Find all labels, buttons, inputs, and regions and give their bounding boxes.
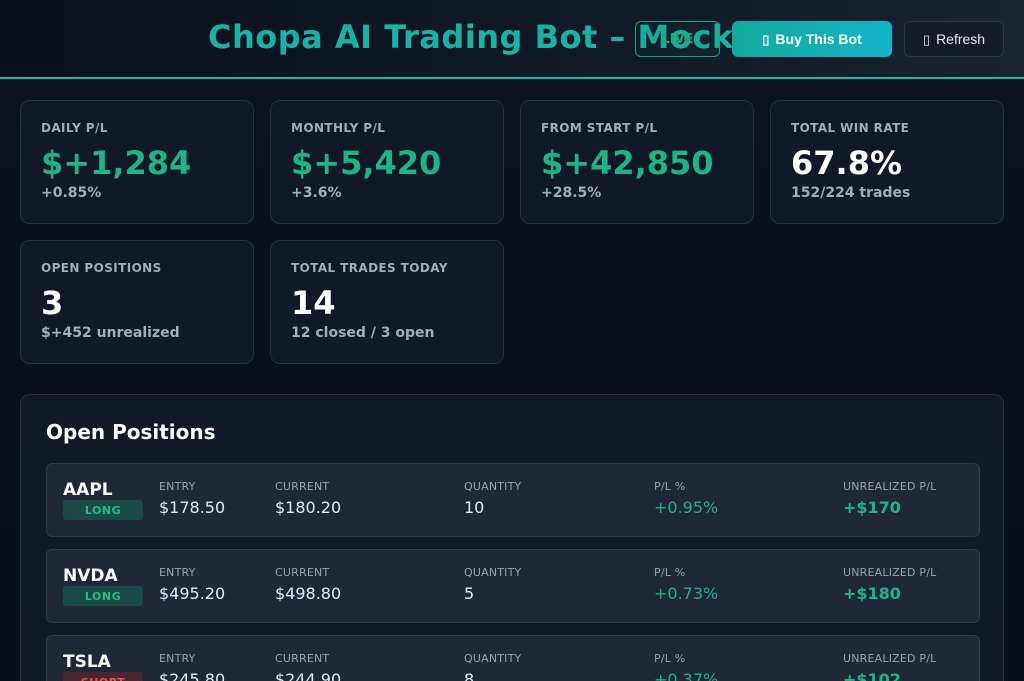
current-column: CURRENT $498.80 [275, 566, 341, 603]
current-label: CURRENT [275, 566, 330, 579]
position-row-aapl[interactable]: AAPL LONG ENTRY $178.50 CURRENT $180.20 … [46, 463, 980, 537]
stat-value: $+5,420 [291, 144, 442, 182]
stat-label: MONTHLY P/L [291, 121, 386, 135]
quantity-label: QUANTITY [464, 480, 522, 493]
position-side-badge: LONG [63, 500, 143, 520]
stat-subtext: +0.85% [41, 185, 102, 201]
current-column: CURRENT $244.90 [275, 652, 341, 681]
stat-card-trades-today: TOTAL TRADES TODAY 14 12 closed / 3 open [270, 240, 504, 364]
stat-label: FROM START P/L [541, 121, 658, 135]
stat-subtext: $+452 unrealized [41, 325, 180, 341]
stat-value: 67.8% [791, 144, 903, 182]
top-header: Chopa AI Trading Bot – Mock LIVE ▯ Buy T… [0, 0, 1024, 79]
unrealized-label: UNREALIZED P/L [843, 480, 937, 493]
open-positions-panel: Open Positions AAPL LONG ENTRY $178.50 C… [20, 394, 1004, 681]
buy-bot-button[interactable]: ▯ Buy This Bot [732, 21, 892, 57]
stat-value: 14 [291, 284, 336, 322]
current-value: $498.80 [275, 584, 342, 603]
stat-subtext: +28.5% [541, 185, 602, 201]
entry-column: ENTRY $178.50 [159, 480, 225, 517]
position-side-badge: SHORT [63, 672, 143, 681]
position-symbol: NVDA [63, 566, 118, 586]
quantity-value: 10 [464, 498, 485, 517]
stat-value: $+42,850 [541, 144, 714, 182]
position-symbol: AAPL [63, 480, 113, 500]
stat-subtext: 152/224 trades [791, 185, 911, 201]
current-value: $180.20 [275, 498, 342, 517]
quantity-value: 8 [464, 670, 475, 681]
pl-pct-label: P/L % [654, 480, 686, 493]
quantity-value: 5 [464, 584, 475, 603]
unrealized-column: UNREALIZED P/L +$180 [843, 566, 937, 603]
stat-label: TOTAL WIN RATE [791, 121, 910, 135]
pl-pct-label: P/L % [654, 566, 686, 579]
unrealized-label: UNREALIZED P/L [843, 652, 937, 665]
position-row-nvda[interactable]: NVDA LONG ENTRY $495.20 CURRENT $498.80 … [46, 549, 980, 623]
entry-value: $495.20 [159, 584, 226, 603]
panel-title: Open Positions [46, 420, 216, 444]
cart-icon: ▯ [762, 31, 770, 47]
current-label: CURRENT [275, 652, 330, 665]
entry-label: ENTRY [159, 652, 196, 665]
quantity-label: QUANTITY [464, 652, 522, 665]
refresh-icon: ▯ [922, 31, 931, 47]
refresh-label: Refresh [936, 31, 986, 47]
current-label: CURRENT [275, 480, 330, 493]
unrealized-value: +$180 [843, 584, 901, 603]
entry-label: ENTRY [159, 480, 196, 493]
stat-subtext: 12 closed / 3 open [291, 325, 435, 341]
unrealized-value: +$170 [843, 498, 901, 517]
entry-column: ENTRY $245.80 [159, 652, 225, 681]
quantity-column: QUANTITY 10 [464, 480, 521, 517]
current-column: CURRENT $180.20 [275, 480, 341, 517]
pl-pct-column: P/L % +0.95% [654, 480, 718, 517]
live-status-badge: LIVE [635, 21, 720, 57]
stat-card-win-rate: TOTAL WIN RATE 67.8% 152/224 trades [770, 100, 1004, 224]
stat-card-monthly-pl: MONTHLY P/L $+5,420 +3.6% [270, 100, 504, 224]
unrealized-value: +$102 [843, 670, 901, 681]
unrealized-column: UNREALIZED P/L +$102 [843, 652, 937, 681]
stat-label: TOTAL TRADES TODAY [291, 261, 448, 275]
unrealized-column: UNREALIZED P/L +$170 [843, 480, 937, 517]
stat-value: $+1,284 [41, 144, 192, 182]
stat-label: DAILY P/L [41, 121, 108, 135]
entry-label: ENTRY [159, 566, 196, 579]
quantity-column: QUANTITY 8 [464, 652, 521, 681]
entry-value: $245.80 [159, 670, 226, 681]
quantity-label: QUANTITY [464, 566, 522, 579]
current-value: $244.90 [275, 670, 342, 681]
stat-card-open-positions: OPEN POSITIONS 3 $+452 unrealized [20, 240, 254, 364]
entry-column: ENTRY $495.20 [159, 566, 225, 603]
pl-pct-value: +0.95% [654, 498, 719, 517]
position-row-tsla[interactable]: TSLA SHORT ENTRY $245.80 CURRENT $244.90… [46, 635, 980, 681]
buy-bot-label: Buy This Bot [775, 31, 862, 47]
stat-subtext: +3.6% [291, 185, 342, 201]
position-side-badge: LONG [63, 586, 143, 606]
quantity-column: QUANTITY 5 [464, 566, 521, 603]
pl-pct-label: P/L % [654, 652, 686, 665]
pl-pct-column: P/L % +0.37% [654, 652, 718, 681]
position-symbol: TSLA [63, 652, 111, 672]
unrealized-label: UNREALIZED P/L [843, 566, 937, 579]
refresh-button[interactable]: ▯ Refresh [904, 21, 1004, 57]
stat-value: 3 [41, 284, 64, 322]
stat-card-daily-pl: DAILY P/L $+1,284 +0.85% [20, 100, 254, 224]
stat-card-from-start-pl: FROM START P/L $+42,850 +28.5% [520, 100, 754, 224]
stat-label: OPEN POSITIONS [41, 261, 162, 275]
pl-pct-column: P/L % +0.73% [654, 566, 718, 603]
entry-value: $178.50 [159, 498, 226, 517]
pl-pct-value: +0.73% [654, 584, 719, 603]
app-title: Chopa AI Trading Bot – Mock [208, 18, 734, 56]
pl-pct-value: +0.37% [654, 670, 719, 681]
